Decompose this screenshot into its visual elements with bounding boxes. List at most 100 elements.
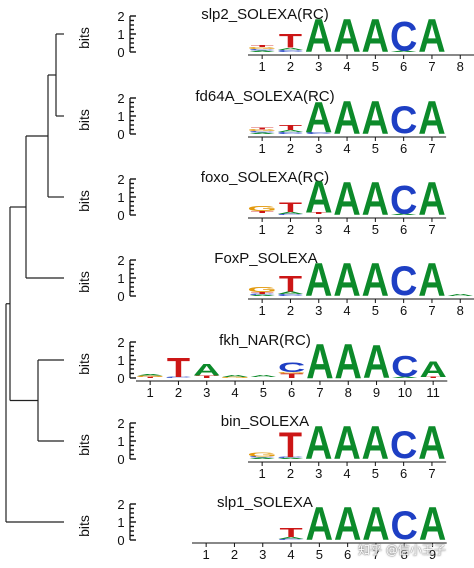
logo-letter-A: A: [277, 47, 304, 50]
logo-letter-A: A: [277, 212, 304, 215]
y-axis-label: bits: [76, 515, 92, 537]
logo-letter-A: A: [418, 10, 445, 63]
logo-letter-T: T: [167, 353, 190, 384]
logo-letter-T: T: [307, 212, 331, 215]
logo-letter-A: A: [418, 254, 445, 307]
x-tick-label: 5: [372, 59, 379, 74]
y-axis: 2 1 0 bits: [76, 335, 136, 386]
logo-title: slp2_SOLEXA(RC): [201, 6, 329, 23]
x-tick-label: 7: [428, 303, 435, 318]
y-tick-label: 0: [117, 208, 124, 223]
logo-letter-A: A: [390, 50, 417, 52]
y-tick-label: 1: [117, 27, 124, 42]
logo-letter-A: A: [193, 361, 220, 379]
logo-letter-C: C: [248, 131, 275, 133]
x-tick-label: 8: [401, 547, 408, 562]
logo-letter-A: A: [333, 254, 360, 307]
logo-letter-A: A: [305, 10, 332, 63]
logo-letter-C: C: [305, 132, 332, 135]
x-tick-label: 2: [287, 303, 294, 318]
x-tick-label: 5: [372, 141, 379, 156]
logo-letter-T: T: [251, 127, 275, 130]
logo-panel: slp2_SOLEXA(RC) 1ACGT2CAT3A4A5A6AC7A89: [201, 6, 474, 74]
logo-letter-A: A: [248, 295, 275, 297]
y-axis: 2 1 0 bits: [76, 253, 136, 304]
logo-letter-A: A: [333, 92, 360, 145]
logo-letter-A: A: [248, 50, 275, 52]
logo-letter-A: A: [447, 293, 474, 296]
logo-letter-A: A: [248, 132, 275, 134]
watermark: 知乎 @信小王子: [358, 543, 446, 557]
logo-letter-C: C: [390, 259, 417, 305]
logo-letter-A: A: [306, 498, 333, 551]
logo-letter-C: C: [390, 179, 417, 223]
logo-letter-T: T: [139, 377, 163, 379]
logo-letter-A: A: [305, 417, 332, 470]
y-tick-label: 1: [117, 271, 124, 286]
logo-letter-C: C: [278, 360, 305, 375]
logo-letter-C: C: [277, 457, 304, 459]
x-tick-label: 1: [147, 385, 154, 400]
x-tick-label: 1: [259, 59, 266, 74]
y-tick-label: 2: [117, 416, 124, 431]
x-tick-label: 3: [315, 59, 322, 74]
logo-letter-A: A: [362, 254, 389, 307]
logo-letter-A: A: [390, 213, 417, 215]
logo-letter-A: A: [305, 93, 332, 142]
x-tick-label: 2: [175, 385, 182, 400]
logo-letter-C: C: [391, 504, 418, 548]
y-tick-label: 2: [117, 9, 124, 24]
logo-letter-C: C: [248, 49, 275, 51]
logo-letter-A: A: [419, 498, 446, 551]
y-tick-label: 2: [117, 91, 124, 106]
x-tick-label: 1: [203, 547, 210, 562]
logo-letter-C: C: [390, 99, 417, 142]
x-tick-label: 5: [372, 303, 379, 318]
logo-letter-T: T: [279, 425, 302, 464]
logo-letter-A: A: [418, 173, 445, 226]
logo-letter-A: A: [333, 10, 360, 63]
x-tick-label: 6: [400, 59, 407, 74]
logo-letter-A: A: [277, 130, 304, 133]
logo-letter-A: A: [250, 375, 277, 378]
logo-letter-G: G: [220, 377, 249, 379]
logo-letter-G: G: [247, 285, 277, 294]
logo-letter-C: C: [390, 424, 417, 467]
logo-letter-A: A: [418, 92, 445, 145]
logo-letter-T: T: [251, 292, 275, 295]
y-axis-label: bits: [76, 190, 92, 212]
logo-letter-T: T: [280, 372, 304, 379]
x-tick-label: 3: [259, 547, 266, 562]
y-tick-label: 0: [117, 371, 124, 386]
logo-letter-C: C: [277, 539, 304, 541]
logo-letter-G: G: [277, 372, 306, 374]
x-tick-label: 4: [343, 141, 350, 156]
logo-letter-C: C: [391, 350, 418, 383]
logo-letter-G: G: [247, 129, 277, 132]
x-tick-label: 7: [372, 547, 379, 562]
logo-letter-A: A: [277, 458, 304, 460]
y-tick-label: 0: [117, 533, 124, 548]
logo-letter-C: C: [248, 456, 275, 458]
x-tick-label: 5: [316, 547, 323, 562]
logo-letter-A: A: [221, 374, 248, 377]
x-tick-label: 7: [428, 466, 435, 481]
x-tick-label: 11: [426, 385, 440, 400]
x-tick-label: 3: [315, 141, 322, 156]
logo-letter-T: T: [279, 123, 303, 132]
y-axis: 2 1 0 bits: [76, 172, 136, 223]
y-axis: 2 1 0 bits: [76, 497, 136, 548]
logo-panel: fkh_NAR(RC) 1TGA2CT3TA4GA5A6TGC7A8A9A10A…: [135, 332, 448, 400]
x-tick-label: 5: [372, 222, 379, 237]
y-tick-label: 1: [117, 353, 124, 368]
logo-letter-C: C: [277, 214, 304, 216]
y-tick-label: 0: [117, 452, 124, 467]
logo-letter-A: A: [333, 173, 360, 226]
logo-letter-G: G: [247, 204, 277, 213]
logo-letter-A: A: [277, 291, 304, 295]
y-tick-label: 1: [117, 434, 124, 449]
logo-title: foxo_SOLEXA(RC): [201, 169, 329, 186]
